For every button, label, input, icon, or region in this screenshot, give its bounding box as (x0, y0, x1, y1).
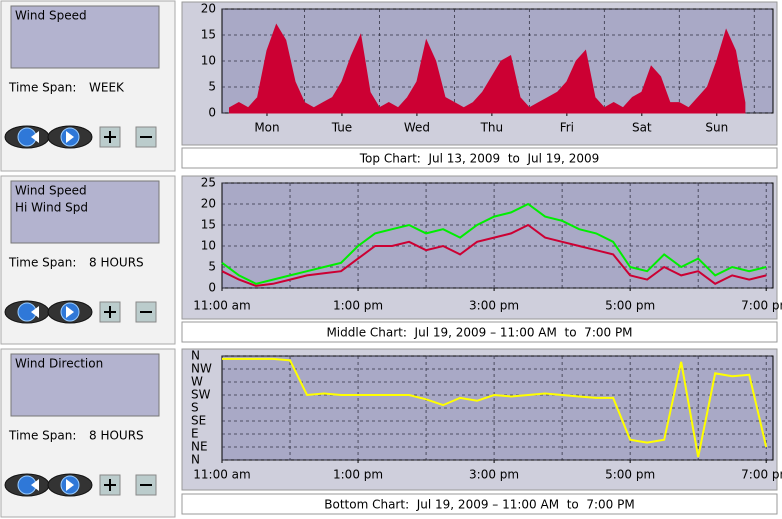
legend-entry: Wind Speed (15, 9, 87, 23)
x-tick-label: 11:00 am (193, 468, 250, 482)
zoom-in-button[interactable] (99, 474, 121, 496)
button-arrow (66, 131, 74, 143)
y-tick-label: SW (191, 388, 211, 402)
time-span-value: WEEK (89, 81, 125, 95)
y-tick-label: 20 (201, 197, 216, 211)
legend-entry: Wind Speed (15, 184, 87, 198)
x-tick-label: 7:00 pm (741, 299, 782, 313)
zoom-out-button[interactable] (135, 126, 157, 148)
x-tick-label: 3:00 pm (469, 468, 519, 482)
button-arrow (31, 306, 39, 318)
zoom-out-button[interactable] (135, 301, 157, 323)
forward-button[interactable] (47, 125, 93, 149)
time-span-label: Time Span: (8, 256, 76, 270)
x-tick-label: Sat (632, 121, 652, 135)
back-button[interactable] (4, 125, 50, 149)
y-tick-label: 0 (208, 281, 216, 295)
y-tick-label: W (191, 375, 203, 389)
legend-box (10, 353, 160, 417)
zoom-in-button[interactable] (99, 301, 121, 323)
y-tick-label: SE (191, 414, 206, 428)
x-tick-label: 11:00 am (193, 299, 250, 313)
y-tick-label: NE (191, 440, 208, 454)
button-arrow (66, 479, 74, 491)
time-span-value: 8 HOURS (89, 256, 144, 270)
time-span-label: Time Span: (8, 429, 76, 443)
y-tick-label: 15 (201, 28, 216, 42)
line (222, 357, 768, 458)
area (228, 23, 746, 114)
x-tick-label: Fri (560, 121, 574, 135)
y-tick-label: 25 (201, 176, 216, 190)
chart-caption: Top Chart: Jul 13, 2009 to Jul 19, 2009 (359, 152, 599, 166)
y-tick-label: S (191, 401, 199, 415)
x-tick-label: Wed (404, 121, 430, 135)
forward-button[interactable] (47, 300, 93, 324)
legend-box (10, 5, 160, 69)
forward-button[interactable] (47, 473, 93, 497)
y-tick-label: E (191, 427, 199, 441)
caption-box (181, 493, 778, 515)
y-tick-label: 5 (208, 260, 216, 274)
x-tick-label: 3:00 pm (469, 299, 519, 313)
x-tick-label: 1:00 pm (333, 299, 383, 313)
x-tick-label: Sun (705, 121, 728, 135)
zoom-in-button[interactable] (99, 126, 121, 148)
chart-caption: Bottom Chart: Jul 19, 2009 – 11:00 AM to… (324, 498, 634, 512)
caption-box (181, 147, 778, 169)
y-tick-label: 15 (201, 218, 216, 232)
legend-box (10, 180, 160, 244)
y-tick-label: 10 (201, 54, 216, 68)
time-span-label: Time Span: (8, 81, 76, 95)
y-tick-label: 5 (208, 80, 216, 94)
y-tick-label: 0 (208, 106, 216, 120)
y-tick-label: N (191, 349, 200, 363)
legend-entry: Wind Direction (15, 357, 103, 371)
x-tick-label: 5:00 pm (605, 299, 655, 313)
x-tick-label: Thu (480, 121, 504, 135)
button-arrow (66, 306, 74, 318)
caption-box (181, 321, 778, 343)
time-span-value: 8 HOURS (89, 429, 144, 443)
x-tick-label: 5:00 pm (605, 468, 655, 482)
legend-entry: Hi Wind Spd (15, 201, 88, 215)
x-tick-label: 1:00 pm (333, 468, 383, 482)
button-arrow (31, 479, 39, 491)
back-button[interactable] (4, 473, 50, 497)
zoom-out-button[interactable] (135, 474, 157, 496)
line (221, 223, 767, 287)
y-tick-label: NW (191, 362, 212, 376)
x-tick-label: 7:00 pm (741, 468, 782, 482)
chart-caption: Middle Chart: Jul 19, 2009 – 11:00 AM to… (326, 326, 632, 340)
y-tick-label: 20 (201, 2, 216, 16)
y-tick-label: N (191, 453, 200, 467)
x-tick-label: Mon (254, 121, 279, 135)
button-arrow (31, 131, 39, 143)
line (221, 202, 767, 285)
x-tick-label: Tue (331, 121, 353, 135)
y-tick-label: 10 (201, 239, 216, 253)
back-button[interactable] (4, 300, 50, 324)
